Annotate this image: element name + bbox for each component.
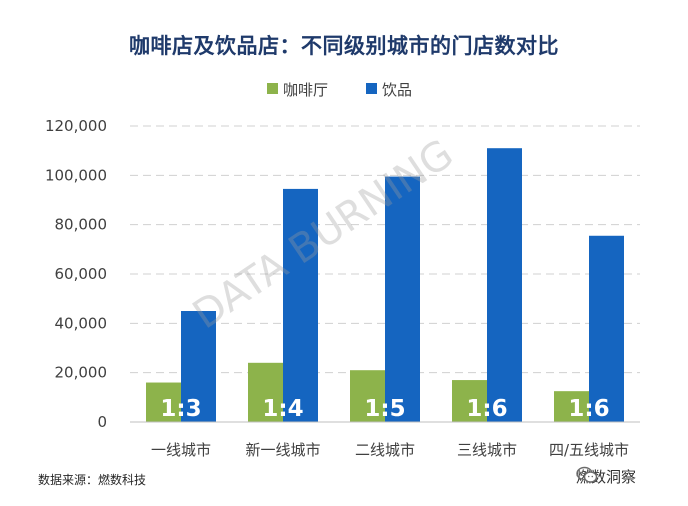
y-axis-ticks: 0 20,000 40,000 60,000 80,000 100,000 120,000	[45, 117, 107, 431]
source-note: 数据来源：燃数科技	[38, 473, 147, 487]
legend-label-drink: 饮品	[382, 81, 412, 99]
x-tick-label: 一线城市	[151, 441, 211, 459]
bars	[146, 148, 624, 422]
bar-cafe	[350, 370, 385, 422]
x-tick-label: 二线城市	[355, 441, 415, 459]
ratio-labels: 1:3 1:4 1:5 1:6 1:6	[160, 396, 609, 422]
brand: 燃数洞察	[576, 466, 636, 487]
bar-cafe	[248, 362, 283, 422]
bar-cafe	[146, 382, 181, 422]
legend-swatch-drink	[366, 83, 377, 94]
ratio-label: 1:6	[466, 396, 507, 422]
x-tick-label: 四/五线城市	[549, 441, 629, 459]
y-tick-label: 120,000	[45, 117, 107, 135]
x-axis-labels: 一线城市 新一线城市 二线城市 三线城市 四/五线城市	[151, 441, 629, 459]
bar-drink	[487, 148, 522, 422]
ratio-label: 1:3	[160, 396, 201, 422]
chart-title: 咖啡店及饮品店：不同级别城市的门店数对比	[129, 34, 559, 58]
watermark-text: DATA BURNING	[185, 131, 462, 339]
bar-cafe	[554, 391, 589, 422]
legend-swatch-cafe	[267, 83, 278, 94]
ratio-label: 1:4	[262, 396, 303, 422]
y-tick-label: 0	[97, 413, 107, 431]
bar-drink	[385, 176, 420, 422]
bar-cafe	[452, 380, 487, 422]
y-tick-label: 100,000	[45, 166, 107, 184]
y-tick-label: 40,000	[55, 314, 108, 332]
bar-drink	[181, 311, 216, 422]
ratio-label: 1:5	[364, 396, 405, 422]
legend: 咖啡厅 饮品	[267, 81, 412, 99]
wechat-icon	[576, 466, 598, 483]
y-tick-label: 80,000	[55, 216, 108, 234]
y-tick-label: 60,000	[55, 265, 108, 283]
y-tick-label: 20,000	[55, 364, 108, 382]
x-tick-label: 三线城市	[457, 441, 517, 459]
bar-drink	[283, 188, 318, 422]
bar-drink	[589, 235, 624, 422]
x-tick-label: 新一线城市	[245, 441, 320, 459]
legend-label-cafe: 咖啡厅	[283, 81, 328, 99]
ratio-label: 1:6	[568, 396, 609, 422]
